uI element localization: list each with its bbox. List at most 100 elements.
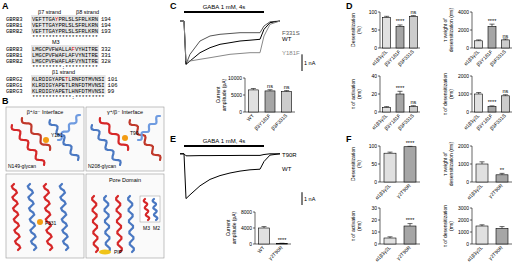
- tick-label: 1000: [458, 91, 469, 97]
- helix-label: M2: [153, 225, 160, 231]
- trace-label: WT: [282, 36, 292, 42]
- label-line: (ms): [356, 221, 362, 231]
- y-tick: [470, 112, 472, 113]
- tick-label: 1000: [458, 229, 469, 235]
- bar: [475, 94, 483, 112]
- significance: ****: [488, 99, 497, 105]
- y-tick: [243, 112, 245, 113]
- y-axis: [472, 208, 473, 244]
- y-tick: [253, 244, 255, 245]
- helix: [144, 199, 149, 220]
- bar: [409, 107, 417, 112]
- trace: [180, 154, 280, 199]
- tick-label: 0: [466, 179, 469, 185]
- category-label: WT: [256, 244, 266, 254]
- pore-label: Pore Domain: [109, 177, 141, 183]
- y-tick: [470, 220, 472, 221]
- helix: [104, 196, 110, 252]
- helix: [49, 120, 78, 160]
- tick-label: 4000: [458, 9, 469, 15]
- significance: ****: [396, 85, 405, 91]
- seq-end: 99: [108, 88, 115, 95]
- category-label: β3Y181F: [253, 112, 272, 131]
- tick-label: 20: [371, 91, 377, 97]
- panel-letter: F: [346, 134, 352, 144]
- alignment-shade: [31, 45, 99, 64]
- structure-box: [6, 174, 84, 258]
- significance: ns: [410, 99, 416, 105]
- lipid: [99, 250, 111, 255]
- agonist-bar: [184, 11, 264, 13]
- panel-letter: D: [346, 1, 353, 11]
- region-label: β1 strand: [52, 69, 75, 75]
- axis-label: τ weight ofdesensitization (ms): [442, 7, 454, 52]
- y-tick: [470, 164, 472, 165]
- tick-label: 100: [369, 143, 378, 149]
- tick-label: 10: [371, 229, 377, 235]
- tick-label: 0: [374, 45, 377, 51]
- significance: ****: [406, 140, 415, 146]
- structure-box: [6, 107, 84, 171]
- bar: [488, 26, 496, 48]
- conservation: ********************: [32, 34, 98, 41]
- glycan-label: N208-glycan: [88, 163, 116, 169]
- axis-label: τ of desensitization(ms): [442, 205, 454, 247]
- category-label: β3F331S: [396, 112, 415, 131]
- y-tick: [470, 94, 472, 95]
- category-label: γ2T90R: [487, 182, 504, 199]
- trace-label: WT: [282, 166, 292, 172]
- helix: [91, 125, 120, 165]
- category-label: γ2T90R: [267, 244, 284, 261]
- y-tick: [243, 78, 245, 79]
- helix: [12, 125, 45, 165]
- bar: [282, 92, 292, 112]
- category-label: α1β3γ2L: [466, 182, 484, 200]
- axis-label: Desensitization(%): [350, 147, 362, 181]
- bar: [496, 228, 508, 244]
- y-tick: [378, 146, 380, 147]
- y-tick: [378, 48, 380, 49]
- agonist-bar: [184, 145, 264, 147]
- tick-label: 2000: [458, 143, 469, 149]
- y-tick: [470, 208, 472, 209]
- y-tick: [378, 182, 380, 183]
- label-line: (ms): [448, 89, 454, 99]
- scale-bar: [302, 54, 303, 71]
- tick-label: 5000: [231, 92, 242, 98]
- label-line: amplitude (pA): [221, 78, 227, 111]
- bar: [383, 108, 391, 113]
- y-tick: [470, 48, 472, 49]
- trace: [180, 21, 280, 64]
- tick-label: 2000: [458, 27, 469, 33]
- bar: [476, 226, 488, 244]
- category-label: β3F331S: [488, 48, 507, 67]
- tick-label: 0: [374, 241, 377, 247]
- category-label: γ2T90R: [395, 182, 412, 199]
- bar: [248, 90, 258, 112]
- axis-label: Desensitization(%): [350, 13, 362, 47]
- glycan-label: N149-glycan: [8, 163, 36, 169]
- tick-label: 1000: [458, 161, 469, 167]
- bar: [501, 40, 509, 48]
- label-line: desensitization (ms): [448, 141, 454, 186]
- category-label: α1β3γ2L: [374, 182, 392, 200]
- significance: **: [500, 167, 505, 173]
- tick-label: 0: [466, 241, 469, 247]
- trace: [180, 21, 280, 61]
- y-tick: [378, 76, 380, 77]
- scale-label: 1 nA: [304, 196, 316, 202]
- tick-label: 100: [369, 9, 378, 15]
- lipid-label: PIP: [114, 249, 123, 255]
- error-bar: [408, 224, 413, 226]
- bar: [384, 238, 396, 244]
- category-label: α1β3γ2L: [466, 244, 484, 262]
- axis-label: Currentamplitude (pA): [215, 78, 227, 111]
- helix: [130, 120, 161, 160]
- significance: ****: [278, 237, 287, 243]
- y-tick: [253, 228, 255, 229]
- significance: ****: [406, 217, 415, 223]
- figure: ABCDEFβ7 strandβ8 strandGBRB3VEFTTGAYPRL…: [0, 0, 520, 262]
- label-line: desensitization (ms): [448, 7, 454, 52]
- inset: [140, 196, 160, 222]
- region-label: M3: [52, 39, 60, 45]
